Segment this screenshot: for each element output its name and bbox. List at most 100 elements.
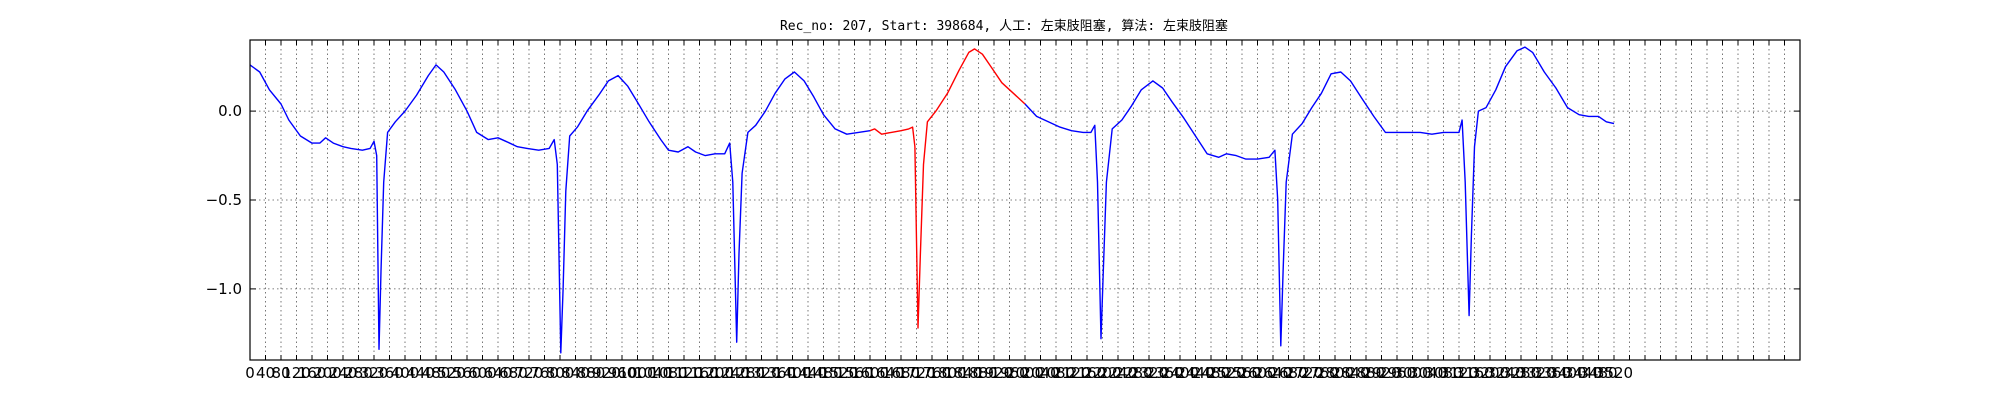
x-tick-label: 0 <box>245 364 255 382</box>
x-tick-label: 2960 <box>1378 364 1416 382</box>
x-tick-label: 2640 <box>1254 364 1292 382</box>
x-tick-label: 2040 <box>1021 364 1059 382</box>
x-tick-label: 520 <box>437 364 466 382</box>
x-tick-label: 1960 <box>990 364 1028 382</box>
x-tick-label: 3520 <box>1595 364 1633 382</box>
x-tick-label: 1000 <box>618 364 656 382</box>
x-tick-label: 1120 <box>665 364 703 382</box>
x-tick-label: 1160 <box>680 364 718 382</box>
x-tick-label: 880 <box>577 364 606 382</box>
x-tick-label: 1800 <box>928 364 966 382</box>
x-tick-label: 3000 <box>1393 364 1431 382</box>
x-tick-label: 3480 <box>1579 364 1617 382</box>
x-tick-label: 2680 <box>1269 364 1307 382</box>
x-tick-label: 560 <box>453 364 482 382</box>
series-line-1 <box>249 64 871 354</box>
y-tick-label: −0.5 <box>206 191 242 209</box>
x-tick-label: 2840 <box>1331 364 1369 382</box>
x-tick-label: 2600 <box>1238 364 1276 382</box>
x-tick-label: 2320 <box>1130 364 1168 382</box>
x-tick-label: 1480 <box>804 364 842 382</box>
x-tick-label: 200 <box>313 364 342 382</box>
x-tick-label: 1560 <box>835 364 873 382</box>
x-tick-label: 1240 <box>711 364 749 382</box>
x-tick-label: 2920 <box>1362 364 1400 382</box>
x-tick-label: 3400 <box>1548 364 1586 382</box>
x-tick-label: 1640 <box>866 364 904 382</box>
x-tick-label: 800 <box>546 364 575 382</box>
x-tick-label: 720 <box>515 364 544 382</box>
x-tick-label: 160 <box>298 364 327 382</box>
x-tick-label: 1720 <box>897 364 935 382</box>
x-tick-label: 2360 <box>1145 364 1183 382</box>
x-tick-label: 1280 <box>727 364 765 382</box>
x-tick-label: 360 <box>375 364 404 382</box>
x-tick-label: 3280 <box>1502 364 1540 382</box>
x-axis: 0 408012016020024028032036040044048052056… <box>245 40 1801 382</box>
x-tick-label: 1200 <box>696 364 734 382</box>
x-tick-label: 240 <box>329 364 358 382</box>
x-tick-label: 3080 <box>1424 364 1462 382</box>
x-tick-label: 1520 <box>820 364 858 382</box>
series-line-3 <box>1024 46 1615 347</box>
x-tick-label: 3360 <box>1533 364 1571 382</box>
x-tick-label: 600 <box>468 364 497 382</box>
x-tick-label: 80 <box>271 364 290 382</box>
y-tick-label: 0.0 <box>218 102 242 120</box>
x-tick-label: 3320 <box>1517 364 1555 382</box>
x-tick-label: 280 <box>344 364 373 382</box>
x-tick-label: 2120 <box>1052 364 1090 382</box>
x-tick-label: 1760 <box>913 364 951 382</box>
x-tick-label: 3200 <box>1471 364 1509 382</box>
x-tick-label: 2720 <box>1285 364 1323 382</box>
x-tick-label: 480 <box>422 364 451 382</box>
x-tick-label: 400 <box>391 364 420 382</box>
grid <box>249 40 1801 360</box>
series-line-2 <box>869 48 1026 329</box>
series-layer <box>249 46 1615 354</box>
x-tick-label: 1080 <box>649 364 687 382</box>
x-tick-label: 1840 <box>944 364 982 382</box>
x-tick-label: 2240 <box>1099 364 1137 382</box>
x-tick-label: 960 <box>608 364 637 382</box>
x-tick-label: 40 <box>256 364 275 382</box>
x-tick-label: 840 <box>561 364 590 382</box>
x-tick-label: 440 <box>406 364 435 382</box>
x-tick-label: 2160 <box>1068 364 1106 382</box>
x-tick-label: 1880 <box>959 364 997 382</box>
y-axis: 0.0 −0.5 −1.0 <box>206 102 1800 298</box>
x-tick-label: 3160 <box>1455 364 1493 382</box>
y-tick-label: −1.0 <box>206 280 242 298</box>
x-tick-label: 680 <box>499 364 528 382</box>
x-tick-label: 3040 <box>1409 364 1447 382</box>
x-tick-label: 1400 <box>773 364 811 382</box>
x-tick-label: 120 <box>282 364 311 382</box>
x-tick-label: 1600 <box>851 364 889 382</box>
x-tick-label: 3440 <box>1564 364 1602 382</box>
x-tick-label: 760 <box>530 364 559 382</box>
x-tick-label: 1680 <box>882 364 920 382</box>
x-tick-label: 2400 <box>1161 364 1199 382</box>
x-tick-label: 2800 <box>1316 364 1354 382</box>
x-tick-label: 1040 <box>634 364 672 382</box>
x-tick-label: 1440 <box>789 364 827 382</box>
x-tick-label: 1360 <box>758 364 796 382</box>
x-tick-label: 2760 <box>1300 364 1338 382</box>
x-tick-label: 1920 <box>975 364 1013 382</box>
x-tick-label: 2880 <box>1347 364 1385 382</box>
x-tick-label: 3120 <box>1440 364 1478 382</box>
x-tick-label: 2080 <box>1037 364 1075 382</box>
x-tick-label: 640 <box>484 364 513 382</box>
x-tick-label: 2000 <box>1006 364 1044 382</box>
x-tick-label: 3240 <box>1486 364 1524 382</box>
x-tick-label: 2520 <box>1207 364 1245 382</box>
x-tick-label: 2560 <box>1223 364 1261 382</box>
chart-title: Rec_no: 207, Start: 398684, 人工: 左束肢阻塞, 算… <box>780 18 1228 34</box>
x-tick-label: 2200 <box>1083 364 1121 382</box>
x-tick-label: 1320 <box>742 364 780 382</box>
x-tick-label: 2440 <box>1176 364 1214 382</box>
x-tick-label: 2280 <box>1114 364 1152 382</box>
x-tick-label: 920 <box>592 364 621 382</box>
x-tick-label: 2480 <box>1192 364 1230 382</box>
